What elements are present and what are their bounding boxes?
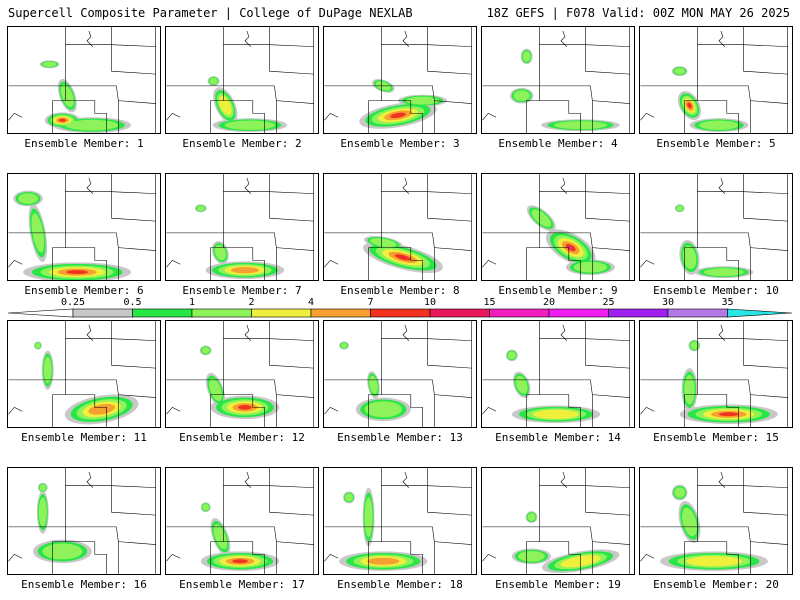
color-scale-bar: 0.25 0.5 1 2 4 7 10 15 20 25 30 35 xyxy=(8,297,792,318)
ensemble-panel: Ensemble Member: 19 xyxy=(481,467,635,591)
colorbar-tick-label: 20 xyxy=(543,297,555,308)
scp-map xyxy=(165,26,319,134)
ensemble-member-label: Ensemble Member: 11 xyxy=(21,431,147,444)
colorbar-tick-label: 15 xyxy=(483,297,495,308)
scp-map xyxy=(639,467,793,575)
ensemble-member-label: Ensemble Member: 18 xyxy=(337,578,463,591)
colorbar-segment xyxy=(608,308,669,318)
scp-map xyxy=(323,467,477,575)
ensemble-panel: Ensemble Member: 16 xyxy=(7,467,161,591)
ensemble-panel: Ensemble Member: 20 xyxy=(639,467,793,591)
ensemble-member-label: Ensemble Member: 19 xyxy=(495,578,621,591)
ensemble-panel: Ensemble Member: 11 xyxy=(7,320,161,444)
colorbar-segment xyxy=(727,308,792,318)
ensemble-member-label: Ensemble Member: 2 xyxy=(182,137,302,150)
colorbar-segment xyxy=(667,308,728,318)
ensemble-member-label: Ensemble Member: 3 xyxy=(340,137,460,150)
colorbar-segment xyxy=(191,308,252,318)
ensemble-member-label: Ensemble Member: 20 xyxy=(653,578,779,591)
scp-map xyxy=(323,173,477,281)
scp-map xyxy=(639,26,793,134)
scp-map xyxy=(165,467,319,575)
page-title: Supercell Composite Parameter | College … xyxy=(8,6,413,20)
ensemble-member-label: Ensemble Member: 9 xyxy=(498,284,618,297)
scp-map xyxy=(7,26,161,134)
colorbar-segment xyxy=(370,308,431,318)
ensemble-panel: Ensemble Member: 4 xyxy=(481,26,635,150)
ensemble-panel: Ensemble Member: 8 xyxy=(323,173,477,297)
scp-map xyxy=(165,320,319,428)
colorbar-tick-label: 30 xyxy=(662,297,674,308)
colorbar-tick-label: 0.25 xyxy=(61,297,85,308)
colorbar-segment xyxy=(251,308,312,318)
colorbar-tick-label: 10 xyxy=(424,297,436,308)
scp-map xyxy=(323,26,477,134)
ensemble-member-label: Ensemble Member: 10 xyxy=(653,284,779,297)
scp-map xyxy=(639,320,793,428)
ensemble-panel: Ensemble Member: 12 xyxy=(165,320,319,444)
colorbar-tick-label: 1 xyxy=(189,297,195,308)
scp-map xyxy=(7,173,161,281)
scp-map xyxy=(639,173,793,281)
ensemble-panel: Ensemble Member: 17 xyxy=(165,467,319,591)
ensemble-panel: Ensemble Member: 18 xyxy=(323,467,477,591)
ensemble-member-label: Ensemble Member: 15 xyxy=(653,431,779,444)
ensemble-member-label: Ensemble Member: 5 xyxy=(656,137,776,150)
ensemble-panel: Ensemble Member: 15 xyxy=(639,320,793,444)
valid-time: 18Z GEFS | F078 Valid: 00Z MON MAY 26 20… xyxy=(486,6,790,20)
colorbar-segment xyxy=(548,308,609,318)
colorbar-segment xyxy=(489,308,550,318)
scp-map xyxy=(481,320,635,428)
colorbar-tick-label: 4 xyxy=(308,297,314,308)
scp-map xyxy=(7,467,161,575)
ensemble-member-label: Ensemble Member: 4 xyxy=(498,137,618,150)
colorbar-tick-label: 0.5 xyxy=(123,297,141,308)
ensemble-member-label: Ensemble Member: 7 xyxy=(182,284,302,297)
colorbar-segment xyxy=(429,308,490,318)
colorbar-segment xyxy=(310,308,371,318)
colorbar-segment xyxy=(72,308,133,318)
ensemble-member-label: Ensemble Member: 14 xyxy=(495,431,621,444)
ensemble-panel: Ensemble Member: 13 xyxy=(323,320,477,444)
ensemble-panel: Ensemble Member: 10 xyxy=(639,173,793,297)
ensemble-panel: Ensemble Member: 3 xyxy=(323,26,477,150)
ensemble-panel: Ensemble Member: 9 xyxy=(481,173,635,297)
ensemble-panel: Ensemble Member: 6 xyxy=(7,173,161,297)
colorbar-tick-label: 2 xyxy=(248,297,254,308)
scp-map xyxy=(481,467,635,575)
scp-map xyxy=(323,320,477,428)
colorbar-tick-label: 7 xyxy=(367,297,373,308)
ensemble-panel: Ensemble Member: 5 xyxy=(639,26,793,150)
ensemble-panel: Ensemble Member: 1 xyxy=(7,26,161,150)
colorbar-segment xyxy=(132,308,193,318)
ensemble-member-label: Ensemble Member: 1 xyxy=(24,137,144,150)
ensemble-member-label: Ensemble Member: 12 xyxy=(179,431,305,444)
scp-map xyxy=(481,26,635,134)
ensemble-panel: Ensemble Member: 2 xyxy=(165,26,319,150)
ensemble-panel: Ensemble Member: 14 xyxy=(481,320,635,444)
ensemble-member-label: Ensemble Member: 13 xyxy=(337,431,463,444)
colorbar-tick-label: 25 xyxy=(602,297,614,308)
ensemble-member-label: Ensemble Member: 8 xyxy=(340,284,460,297)
colorbar-underflow xyxy=(8,308,74,318)
ensemble-member-label: Ensemble Member: 17 xyxy=(179,578,305,591)
colorbar-tick-label: 35 xyxy=(721,297,733,308)
ensemble-member-label: Ensemble Member: 6 xyxy=(24,284,144,297)
ensemble-member-label: Ensemble Member: 16 xyxy=(21,578,147,591)
scp-map xyxy=(481,173,635,281)
scp-map xyxy=(7,320,161,428)
ensemble-panel: Ensemble Member: 7 xyxy=(165,173,319,297)
scp-map xyxy=(165,173,319,281)
